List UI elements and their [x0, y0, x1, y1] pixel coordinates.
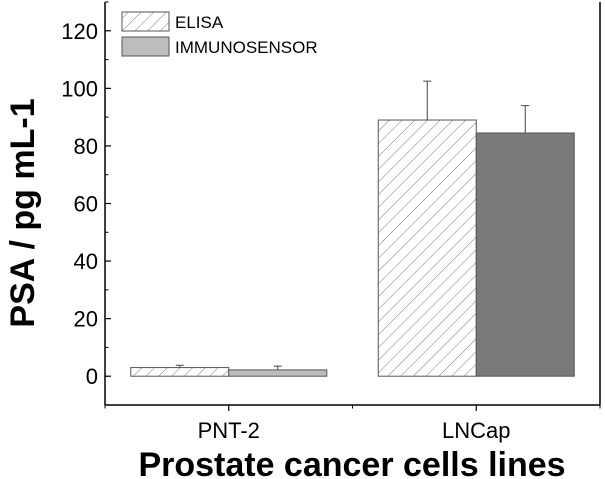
x-tick-label: LNCap: [442, 418, 510, 443]
y-tick-label: 60: [74, 192, 98, 217]
y-tick-label: 120: [61, 19, 98, 44]
legend-label: IMMUNOSENSOR: [175, 38, 318, 57]
bar: [130, 367, 230, 377]
bar: [475, 132, 575, 377]
x-axis-title: Prostate cancer cells lines: [138, 446, 565, 479]
y-tick-label: 100: [61, 76, 98, 101]
axes: 0 20 40 60 80 100 120 PNT-2 LNCap: [61, 1, 601, 443]
y-tick-label: 80: [74, 134, 98, 159]
y-tick-label: 40: [74, 249, 98, 274]
y-tick-label: 20: [74, 307, 98, 332]
y-tick-label: 0: [86, 364, 98, 389]
y-axis-title: PSA / pg mL-1: [4, 98, 42, 327]
x-tick-label: PNT-2: [198, 418, 260, 443]
bars: [130, 80, 575, 377]
legend: ELISA IMMUNOSENSOR: [121, 11, 318, 57]
legend-label: ELISA: [175, 13, 224, 32]
bar: [377, 119, 477, 377]
legend-swatch: [121, 11, 170, 32]
legend-swatch: [121, 36, 170, 57]
bar: [228, 369, 328, 377]
